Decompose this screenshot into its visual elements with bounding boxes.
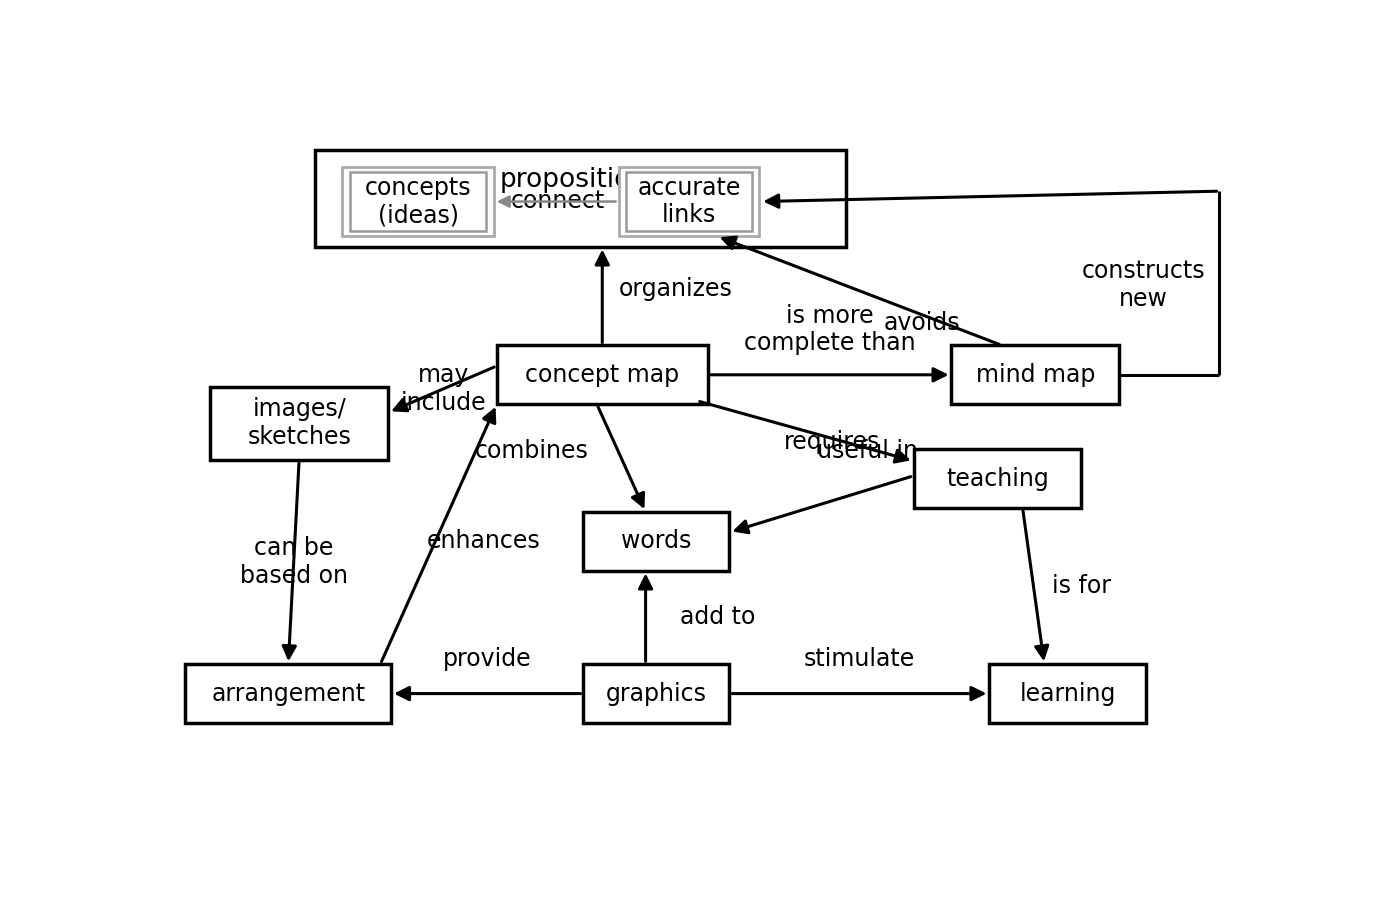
Text: is more
complete than: is more complete than bbox=[743, 303, 915, 356]
Text: teaching: teaching bbox=[946, 467, 1049, 491]
Text: stimulate: stimulate bbox=[803, 647, 915, 670]
Bar bbox=[951, 346, 1119, 404]
Bar bbox=[351, 172, 486, 231]
Text: useful in: useful in bbox=[817, 439, 918, 463]
Text: concepts
(ideas): concepts (ideas) bbox=[365, 176, 472, 228]
Text: images/
sketches: images/ sketches bbox=[247, 398, 351, 449]
Text: connect: connect bbox=[511, 189, 605, 213]
Bar bbox=[210, 387, 388, 460]
Bar bbox=[989, 664, 1147, 723]
Text: avoids: avoids bbox=[883, 310, 960, 335]
Text: concept map: concept map bbox=[525, 363, 679, 387]
Text: propositions: propositions bbox=[500, 166, 662, 193]
Text: can be
based on: can be based on bbox=[240, 536, 348, 588]
Text: is for: is for bbox=[1052, 574, 1111, 599]
Text: graphics: graphics bbox=[606, 681, 707, 706]
Bar bbox=[497, 346, 708, 404]
Text: constructs
new: constructs new bbox=[1081, 259, 1206, 310]
Text: may
include: may include bbox=[401, 363, 486, 415]
Bar bbox=[584, 512, 729, 571]
Text: arrangement: arrangement bbox=[211, 681, 366, 706]
Bar bbox=[584, 664, 729, 723]
Text: accurate
links: accurate links bbox=[637, 176, 740, 228]
Text: combines: combines bbox=[475, 439, 590, 463]
Bar bbox=[342, 166, 495, 236]
Bar bbox=[619, 166, 759, 236]
Text: requires: requires bbox=[784, 430, 880, 454]
Text: enhances: enhances bbox=[426, 529, 541, 554]
Bar bbox=[914, 449, 1081, 508]
Text: provide: provide bbox=[443, 647, 532, 671]
Text: words: words bbox=[622, 529, 692, 554]
Text: organizes: organizes bbox=[619, 277, 732, 301]
Text: learning: learning bbox=[1020, 681, 1116, 706]
Bar bbox=[626, 172, 752, 231]
Text: mind map: mind map bbox=[975, 363, 1095, 387]
Bar bbox=[316, 149, 845, 247]
Bar bbox=[186, 664, 391, 723]
Text: add to: add to bbox=[680, 606, 756, 629]
